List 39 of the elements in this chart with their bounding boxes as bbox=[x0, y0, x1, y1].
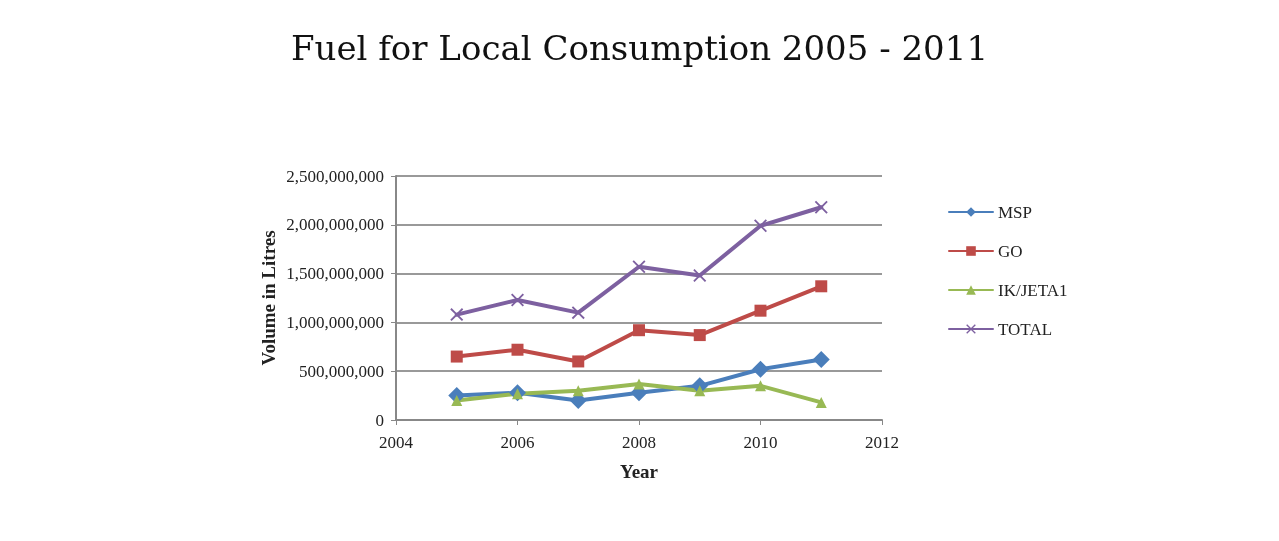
x-tick-label: 2010 bbox=[743, 433, 778, 452]
point bbox=[752, 360, 769, 378]
point bbox=[694, 385, 706, 397]
x-tick-label: 2008 bbox=[622, 433, 656, 452]
point bbox=[572, 355, 585, 368]
chart-title: Fuel for Local Consumption 2005 - 2011 bbox=[290, 28, 989, 68]
x-axis-title: Year bbox=[620, 461, 659, 482]
point bbox=[754, 219, 767, 233]
x-tick-label: 2004 bbox=[379, 433, 414, 452]
point bbox=[693, 329, 706, 342]
point bbox=[815, 396, 827, 408]
legend-label: IK/JETA1 bbox=[998, 280, 1068, 300]
point bbox=[450, 308, 464, 322]
y-tick-label: 2,000,000,000 bbox=[286, 215, 384, 235]
legend-label: GO bbox=[998, 241, 1023, 261]
point bbox=[755, 380, 766, 392]
point bbox=[511, 343, 524, 356]
point bbox=[450, 350, 463, 363]
legend-label: MSP bbox=[998, 202, 1033, 222]
point bbox=[814, 200, 828, 214]
y-tick-label: 0 bbox=[375, 410, 384, 430]
x-tick-label: 2006 bbox=[500, 433, 535, 452]
y-tick-label: 1,500,000,000 bbox=[286, 264, 384, 284]
y-tick-label: 2,500,000,000 bbox=[286, 166, 384, 186]
point bbox=[815, 280, 828, 293]
point bbox=[633, 324, 645, 337]
point bbox=[572, 385, 584, 397]
x-tick-label: 2012 bbox=[865, 433, 899, 452]
point bbox=[632, 260, 646, 274]
point bbox=[693, 269, 707, 283]
y-tick-label: 1,000,000,000 bbox=[286, 312, 384, 332]
point bbox=[633, 378, 645, 390]
point bbox=[451, 394, 463, 406]
point bbox=[571, 306, 585, 320]
point bbox=[754, 304, 767, 317]
point bbox=[812, 350, 830, 368]
y-tick-label: 500,000,000 bbox=[299, 361, 384, 381]
y-axis-title: Volume in Litres bbox=[258, 230, 279, 366]
legend-label: TOTAL bbox=[998, 319, 1053, 339]
